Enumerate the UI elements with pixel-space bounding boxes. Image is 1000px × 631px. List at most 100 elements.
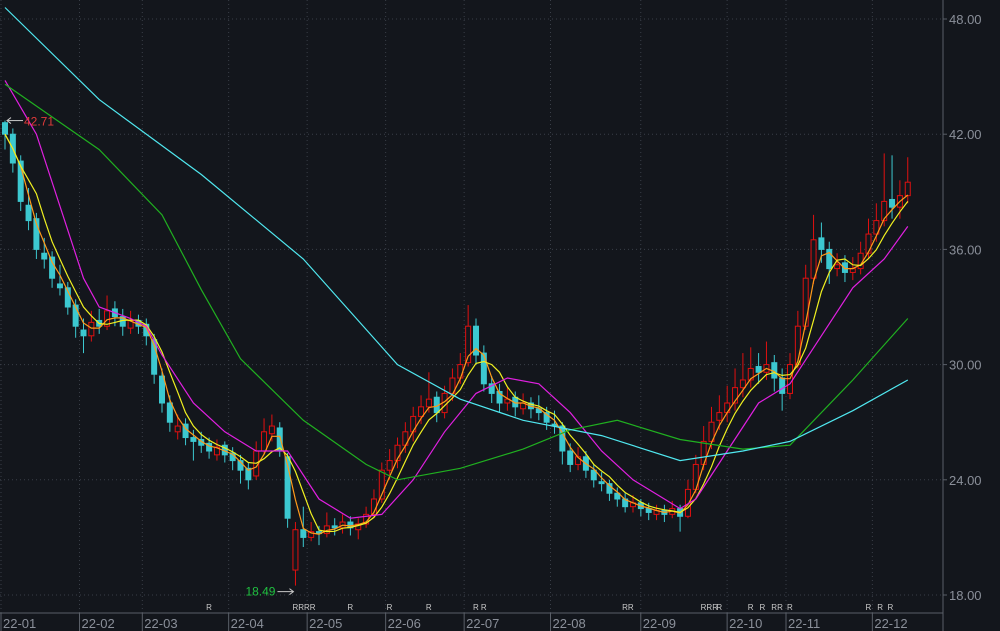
candle-body [873, 220, 880, 235]
x-tick-label: 22-01 [3, 616, 36, 631]
candle-body [496, 390, 503, 404]
y-tick-label: 30.00 [949, 358, 982, 373]
series-line-2 [4, 133, 909, 533]
x-tick-label: 22-02 [82, 616, 115, 631]
candle-up [378, 462, 385, 503]
candle-up [308, 522, 315, 542]
candle-down [206, 437, 213, 459]
candle-body [378, 469, 385, 500]
candle-down [49, 251, 56, 288]
high-price-label: 42.71 [24, 115, 54, 129]
x-tick-label: 22-11 [788, 616, 820, 631]
candle-body [410, 415, 417, 433]
candle-body [473, 325, 479, 356]
candle-body [56, 283, 63, 289]
candle-body [418, 406, 425, 417]
y-tick-label: 24.00 [949, 473, 982, 488]
candle-body [308, 531, 315, 538]
x-tick-label: 22-12 [874, 616, 907, 631]
candle-body [488, 383, 495, 394]
high-arrow-head [6, 117, 12, 124]
candle-up [881, 153, 888, 227]
x-tick-label: 22-09 [643, 616, 676, 631]
candle-down [661, 504, 668, 523]
candle-up [834, 253, 841, 277]
x-tick-label: 22-08 [553, 616, 586, 631]
candle-down [56, 264, 63, 296]
candle-body [41, 252, 48, 260]
event-marker: RR [771, 603, 783, 612]
candle-down [826, 241, 833, 284]
candle-down [473, 318, 479, 365]
candle-up [857, 241, 864, 275]
event-marker: R [206, 603, 212, 612]
candle-up [394, 437, 401, 469]
event-marker: R [347, 603, 353, 612]
candle-body [300, 529, 307, 538]
candle-body [841, 262, 848, 273]
y-tick-label: 42.00 [949, 127, 982, 142]
candle-down [159, 368, 165, 413]
candle-up [425, 372, 432, 413]
candle-body [80, 329, 87, 337]
candle-up [355, 518, 362, 540]
candle-up [410, 406, 417, 442]
event-marker: R [716, 603, 722, 612]
candle-body [810, 239, 817, 279]
candle-body [394, 444, 401, 462]
candle-up [174, 414, 181, 440]
event-marker: R [866, 603, 872, 612]
moving-average-lines [4, 7, 909, 535]
candle-body [425, 398, 432, 408]
candle-body [17, 160, 24, 202]
candle-body [213, 446, 220, 456]
y-axis: 48.00 42.00 36.00 30.00 24.00 18.00 [942, 0, 982, 631]
candle-body [834, 264, 841, 270]
candle-up [363, 506, 370, 528]
candle-body [732, 387, 739, 404]
candle-body [779, 377, 786, 394]
candle-body [480, 352, 487, 385]
candle-body [104, 310, 111, 327]
candle-body [590, 469, 597, 481]
x-tick-label: 22-06 [388, 616, 421, 631]
candle-down [614, 487, 621, 507]
candle-down [598, 472, 605, 492]
candle-down [755, 353, 762, 384]
candle-body [268, 425, 275, 435]
event-marker: RRRR [292, 603, 315, 612]
candle-body [904, 181, 911, 197]
grid [0, 0, 943, 613]
candle-down [17, 155, 24, 211]
candle-up [418, 395, 425, 425]
candle-down [331, 518, 338, 536]
candle-down [72, 299, 79, 338]
candle-body [716, 412, 723, 421]
candle-body [206, 442, 213, 452]
candle-up [386, 449, 393, 480]
candle-body [606, 483, 613, 494]
x-axis: 22-01 22-02 22-03 22-04 22-05 22-06 22-07 22-08… [0, 612, 943, 631]
event-marker: RRR [701, 603, 719, 612]
candle-body [826, 248, 833, 270]
candle-up [810, 214, 817, 284]
event-marker: R [877, 603, 883, 612]
annotations: 42.71 18.49 [6, 115, 295, 599]
event-marker: R [760, 603, 766, 612]
candle-up [339, 514, 346, 534]
candle-body [355, 523, 362, 531]
y-tick-label: 36.00 [949, 242, 982, 257]
candle-body [331, 525, 338, 529]
candle-down [622, 493, 629, 513]
series-line-1 [4, 133, 909, 535]
candle-body [190, 437, 197, 442]
candle-down [606, 479, 613, 501]
candle-body [245, 467, 252, 481]
candle-down [119, 308, 126, 336]
candle-body [865, 233, 872, 254]
candle-body [49, 256, 56, 279]
series-line-3 [4, 80, 909, 519]
candle-body [747, 367, 754, 381]
event-marker: R [787, 603, 793, 612]
